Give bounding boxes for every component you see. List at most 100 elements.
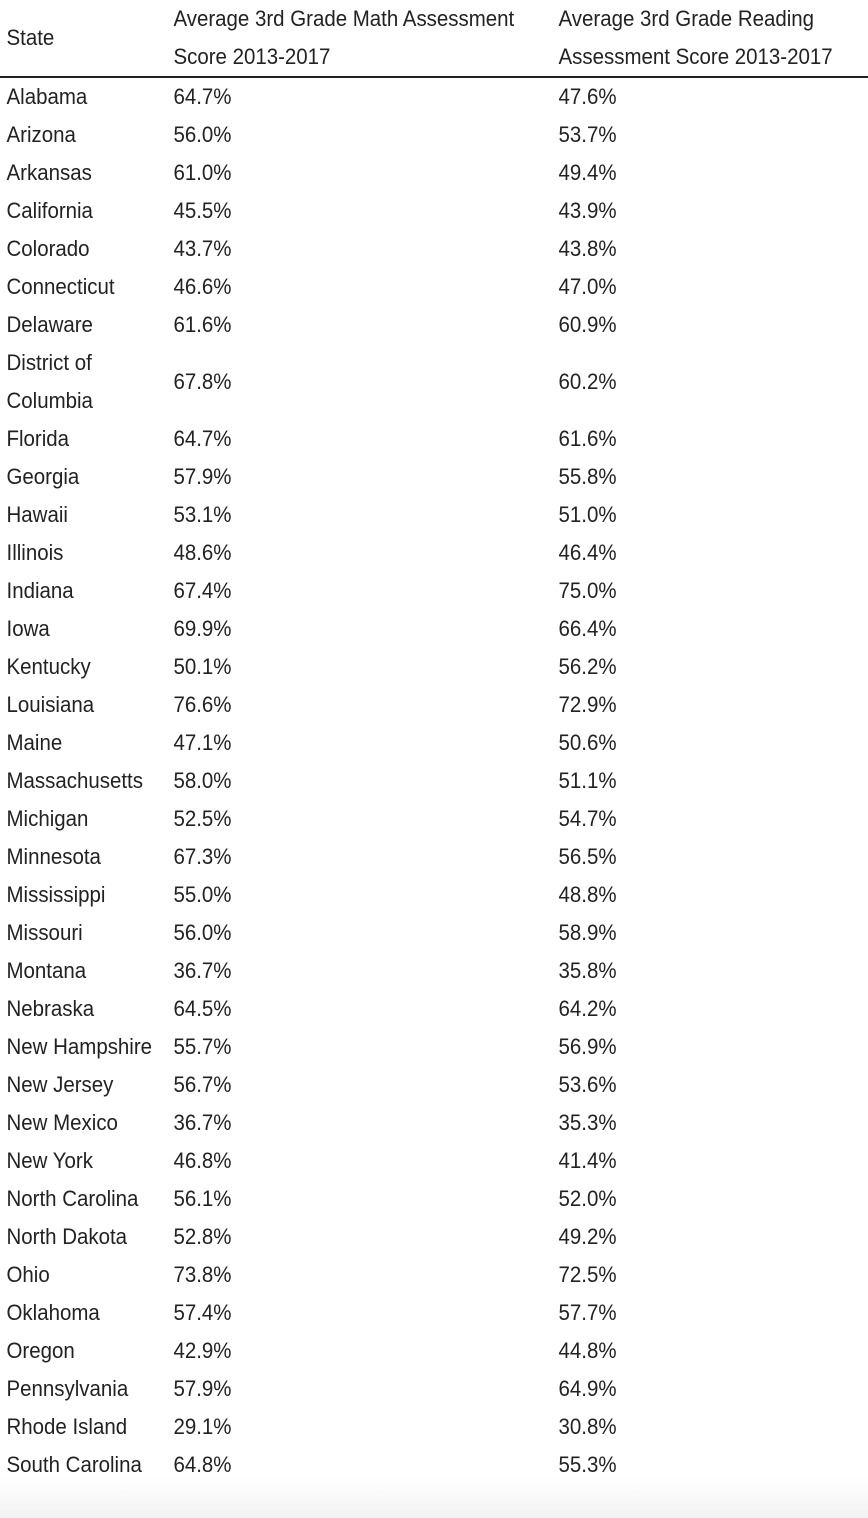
- state-name-cell: Florida: [6, 426, 70, 451]
- state-name-cell: New Mexico: [6, 1110, 118, 1135]
- state-name-cell: Michigan: [6, 806, 89, 831]
- table-row: New Mexico 36.7% 35.3%: [0, 1104, 868, 1142]
- reading-score-cell: 52.0%: [558, 1186, 617, 1211]
- reading-score-cell: 56.2%: [558, 654, 617, 679]
- state-name-cell: North Dakota: [6, 1224, 128, 1249]
- table-row: California 45.5% 43.9%: [0, 192, 868, 230]
- reading-score-cell: 60.2%: [558, 369, 617, 394]
- math-score-cell: 76.6%: [173, 692, 232, 717]
- math-score-cell: 73.8%: [173, 1262, 232, 1287]
- reading-score-cell: 56.5%: [558, 844, 617, 869]
- reading-score-cell: 41.4%: [558, 1148, 617, 1173]
- table-row: Florida 64.7% 61.6%: [0, 420, 868, 458]
- state-name-cell: New Hampshire: [6, 1034, 153, 1059]
- math-score-cell: 64.5%: [173, 996, 232, 1021]
- reading-score-cell: 51.0%: [558, 502, 617, 527]
- table-row: Rhode Island 29.1% 30.8%: [0, 1408, 868, 1446]
- math-score-cell: 36.7%: [173, 1110, 232, 1135]
- reading-score-cell: 53.6%: [558, 1072, 617, 1097]
- table-row: Massachusetts 58.0% 51.1%: [0, 762, 868, 800]
- state-name-cell: Indiana: [6, 578, 74, 603]
- math-score-cell: 67.3%: [173, 844, 232, 869]
- reading-score-cell: 72.5%: [558, 1262, 617, 1287]
- state-name-cell: Maine: [6, 730, 63, 755]
- math-score-cell: 56.1%: [173, 1186, 232, 1211]
- state-name-cell: Arizona: [6, 122, 76, 147]
- state-name-cell: Minnesota: [6, 844, 101, 869]
- state-name-cell: North Carolina: [6, 1186, 139, 1211]
- table-row: New Hampshire 55.7% 56.9%: [0, 1028, 868, 1066]
- state-name-cell: Nebraska: [6, 996, 95, 1021]
- state-name-cell: Illinois: [6, 540, 64, 565]
- math-score-cell: 50.1%: [173, 654, 232, 679]
- math-score-cell: 61.6%: [173, 312, 232, 337]
- reading-score-cell: 61.6%: [558, 426, 617, 451]
- state-name-cell: Pennsylvania: [6, 1376, 129, 1401]
- state-name-cell: Montana: [6, 958, 87, 983]
- table-row: District of Columbia 67.8% 60.2%: [0, 344, 868, 420]
- math-score-cell: 67.8%: [173, 369, 232, 394]
- state-name-cell: South Carolina: [6, 1452, 142, 1477]
- state-name-cell: Oregon: [6, 1338, 75, 1363]
- state-name-cell: District of Columbia: [6, 350, 93, 413]
- table-row: Alabama 64.7% 47.6%: [0, 77, 868, 116]
- reading-score-cell: 46.4%: [558, 540, 617, 565]
- table-row: Indiana 67.4% 75.0%: [0, 572, 868, 610]
- state-name-cell: Kentucky: [6, 654, 91, 679]
- state-name-cell: New York: [6, 1148, 93, 1173]
- reading-score-cell: 49.2%: [558, 1224, 617, 1249]
- math-score-cell: 67.4%: [173, 578, 232, 603]
- state-name-cell: California: [6, 198, 93, 223]
- table-row: Montana 36.7% 35.8%: [0, 952, 868, 990]
- math-score-cell: 52.8%: [173, 1224, 232, 1249]
- table-row: New York 46.8% 41.4%: [0, 1142, 868, 1180]
- math-score-cell: 64.8%: [173, 1452, 232, 1477]
- table-body: Alabama 64.7% 47.6% Arizona 56.0% 53.7% Arkans…: [0, 77, 868, 1484]
- math-score-cell: 64.7%: [173, 84, 232, 109]
- math-score-cell: 55.7%: [173, 1034, 232, 1059]
- state-name-cell: Ohio: [6, 1262, 50, 1287]
- table-row: Minnesota 67.3% 56.5%: [0, 838, 868, 876]
- header-state: State: [0, 0, 155, 78]
- state-name-cell: Rhode Island: [6, 1414, 128, 1439]
- table-row: Colorado 43.7% 43.8%: [0, 230, 868, 268]
- math-score-cell: 45.5%: [173, 198, 232, 223]
- reading-score-cell: 75.0%: [558, 578, 617, 603]
- math-score-cell: 69.9%: [173, 616, 232, 641]
- table-row: Arkansas 61.0% 49.4%: [0, 154, 868, 192]
- table-row: North Dakota 52.8% 49.2%: [0, 1218, 868, 1256]
- reading-score-cell: 48.8%: [558, 882, 617, 907]
- math-score-cell: 56.0%: [173, 122, 232, 147]
- state-name-cell: Massachusetts: [6, 768, 143, 793]
- math-score-cell: 57.9%: [173, 464, 232, 489]
- state-name-cell: Missouri: [6, 920, 83, 945]
- reading-score-cell: 58.9%: [558, 920, 617, 945]
- reading-score-cell: 50.6%: [558, 730, 617, 755]
- reading-score-cell: 56.9%: [558, 1034, 617, 1059]
- math-score-cell: 61.0%: [173, 160, 232, 185]
- state-name-cell: Colorado: [6, 236, 90, 261]
- table-row: Oregon 42.9% 44.8%: [0, 1332, 868, 1370]
- table-row: Delaware 61.6% 60.9%: [0, 306, 868, 344]
- reading-score-cell: 57.7%: [558, 1300, 617, 1325]
- math-score-cell: 57.9%: [173, 1376, 232, 1401]
- table-row: Hawaii 53.1% 51.0%: [0, 496, 868, 534]
- state-name-cell: Georgia: [6, 464, 80, 489]
- table-row: North Carolina 56.1% 52.0%: [0, 1180, 868, 1218]
- math-score-cell: 36.7%: [173, 958, 232, 983]
- reading-score-cell: 51.1%: [558, 768, 617, 793]
- math-score-cell: 43.7%: [173, 236, 232, 261]
- reading-score-cell: 55.8%: [558, 464, 617, 489]
- math-score-cell: 29.1%: [173, 1414, 232, 1439]
- reading-score-cell: 54.7%: [558, 806, 617, 831]
- math-score-cell: 58.0%: [173, 768, 232, 793]
- math-score-cell: 55.0%: [173, 882, 232, 907]
- math-score-cell: 52.5%: [173, 806, 232, 831]
- table-row: Michigan 52.5% 54.7%: [0, 800, 868, 838]
- reading-score-cell: 64.9%: [558, 1376, 617, 1401]
- reading-score-cell: 49.4%: [558, 160, 617, 185]
- reading-score-cell: 44.8%: [558, 1338, 617, 1363]
- bottom-fade-overlay: [0, 1478, 868, 1518]
- header-reading-score: Average 3rd Grade Reading Assessment Sco…: [552, 0, 846, 78]
- state-name-cell: Iowa: [6, 616, 50, 641]
